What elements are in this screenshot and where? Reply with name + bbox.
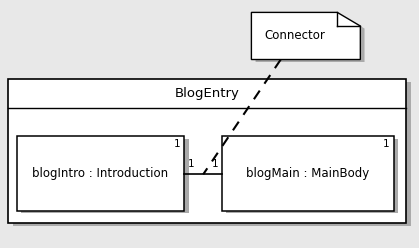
Text: 1: 1 [383,139,390,149]
Bar [21,139,189,213]
Bar [222,136,394,211]
Bar [13,82,411,226]
Polygon shape [251,12,360,60]
Text: 1: 1 [173,139,180,149]
Text: Connector: Connector [264,30,325,42]
Polygon shape [256,15,365,62]
Bar [8,79,406,223]
Text: 1: 1 [188,159,194,169]
Bar [226,139,398,213]
Text: BlogEntry: BlogEntry [175,87,240,100]
Text: 1: 1 [212,159,219,169]
Text: blogMain : MainBody: blogMain : MainBody [246,167,370,180]
Text: blogIntro : Introduction: blogIntro : Introduction [33,167,168,180]
Bar [17,136,184,211]
